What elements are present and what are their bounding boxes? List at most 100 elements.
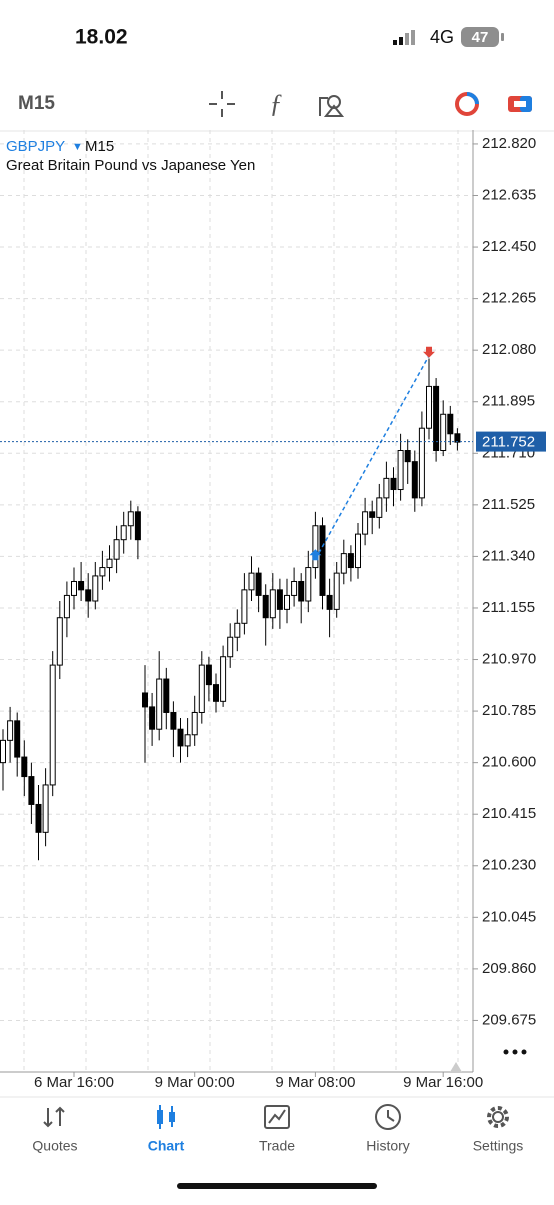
- candle-body: [269, 589, 276, 619]
- candle-body: [234, 622, 241, 638]
- candle-body: [447, 413, 454, 435]
- trade-button[interactable]: [508, 96, 532, 112]
- candle-body: [248, 572, 255, 591]
- candle-body: [355, 533, 361, 569]
- timeframe-button[interactable]: M15: [18, 93, 55, 114]
- tab-icon-part: [387, 1110, 395, 1122]
- crosshair-button[interactable]: [209, 91, 235, 117]
- one-click-button[interactable]: [455, 92, 479, 116]
- y-tick-label: 212.820: [482, 135, 536, 152]
- candle-body: [454, 433, 461, 443]
- home-indicator: [177, 1183, 377, 1189]
- x-tick-label: 9 Mar 16:00: [403, 1074, 483, 1091]
- candle-body: [284, 594, 290, 610]
- trade-line: [314, 355, 430, 560]
- candle-body: [369, 511, 376, 518]
- candle-body: [390, 477, 397, 491]
- tab-bar: Quotes Chart Trade History Settings: [32, 1104, 524, 1154]
- tab-icon: [487, 1106, 509, 1128]
- tab-icon: [264, 1105, 290, 1129]
- y-tick-label: 211.155: [482, 599, 535, 616]
- candle-body: [440, 413, 447, 452]
- candle-body: [418, 427, 425, 499]
- tab-icon-part: [375, 1104, 401, 1130]
- tab-button[interactable]: Trade: [259, 1105, 295, 1154]
- candle-body: [191, 711, 198, 736]
- more-button[interactable]: [503, 1049, 527, 1055]
- candle-body: [376, 497, 383, 518]
- tab-label: Settings: [473, 1138, 524, 1154]
- candle-body: [99, 567, 106, 577]
- tab-button[interactable]: Settings: [473, 1106, 524, 1154]
- candle-body: [56, 617, 63, 666]
- candle-body: [276, 589, 283, 610]
- candle-body: [220, 656, 227, 702]
- candle-body: [433, 385, 440, 452]
- candle-body: [21, 756, 28, 778]
- tab-label: Trade: [259, 1138, 295, 1154]
- tab-button[interactable]: History: [366, 1104, 410, 1154]
- candle-body: [305, 567, 312, 602]
- candle-body: [134, 511, 141, 541]
- candle-body: [14, 720, 21, 758]
- candle-body: [383, 477, 390, 499]
- candle-body: [78, 580, 85, 591]
- tab-icon-part: [264, 1105, 290, 1129]
- candle-body: [28, 776, 35, 805]
- battery: [461, 27, 499, 47]
- candle-body: [291, 580, 298, 596]
- candle-body: [362, 511, 369, 535]
- y-tick-label: 210.045: [482, 908, 536, 925]
- battery-level: 47: [472, 29, 489, 46]
- y-tick-label: 212.265: [482, 290, 536, 307]
- current-price-box: [476, 431, 546, 452]
- tab-button[interactable]: Quotes: [32, 1106, 78, 1154]
- y-tick-label: 210.970: [482, 650, 536, 667]
- chart-subtitle: Great Britain Pound vs Japanese Yen: [6, 157, 255, 174]
- symbol-dropdown[interactable]: ▼: [72, 141, 83, 153]
- candle-body: [255, 572, 262, 596]
- buy-marker: [309, 549, 322, 561]
- tab-icon-part: [268, 1109, 286, 1124]
- y-tick-label: 211.340: [482, 547, 535, 564]
- candle-body: [7, 720, 14, 741]
- y-tick-label: 211.895: [482, 393, 535, 410]
- y-tick-label: 211.525: [482, 496, 535, 513]
- clock: 18.02: [75, 26, 128, 49]
- candle-body: [426, 385, 432, 429]
- candle-body: [156, 678, 163, 730]
- candle-body: [63, 594, 70, 619]
- candle-body: [106, 558, 113, 569]
- candle-body: [241, 589, 248, 624]
- candle-body: [319, 525, 326, 596]
- x-tick-label: 9 Mar 08:00: [275, 1074, 355, 1091]
- candle-body: [198, 664, 205, 713]
- tab-icon-part: [487, 1106, 509, 1128]
- candle-body: [42, 784, 49, 833]
- candle-body: [85, 589, 92, 602]
- tab-icon-part: [159, 1105, 173, 1129]
- objects-button[interactable]: [319, 95, 345, 117]
- indicators-button[interactable]: ƒ: [270, 89, 283, 118]
- candle-body: [298, 580, 305, 602]
- tab-button[interactable]: Chart: [148, 1105, 185, 1154]
- symbol[interactable]: GBPJPY: [6, 138, 65, 155]
- candle-body: [113, 539, 120, 560]
- y-tick-label: 209.675: [482, 1011, 536, 1028]
- battery-tip: [501, 33, 504, 41]
- tab-icon: [43, 1106, 65, 1128]
- candle-body: [397, 450, 404, 491]
- y-tick-label: 212.450: [482, 238, 536, 255]
- y-tick-label: 210.785: [482, 702, 536, 719]
- candle-body: [312, 525, 319, 569]
- y-tick-label: 212.635: [482, 186, 536, 203]
- candle-body: [227, 636, 234, 658]
- signal: [393, 30, 415, 45]
- y-tick-label: 209.860: [482, 960, 536, 977]
- candle-body: [127, 511, 134, 527]
- x-tick-label: 6 Mar 16:00: [34, 1074, 114, 1091]
- tab-label: Chart: [148, 1138, 185, 1154]
- candle-body: [404, 450, 411, 463]
- y-tick-label: 212.080: [482, 341, 536, 358]
